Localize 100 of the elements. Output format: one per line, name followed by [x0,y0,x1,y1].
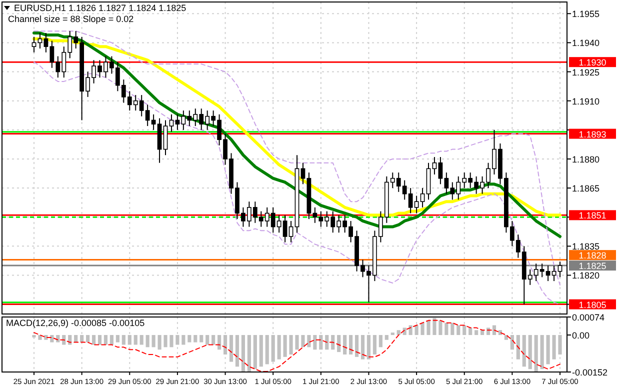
bar [444,322,448,336]
bar [301,335,305,348]
y-tick-label: 1.1910 [572,96,600,106]
bar [414,325,418,336]
bar [343,335,347,354]
y-tick-label: 1.1955 [572,9,600,20]
bar [307,335,311,348]
y-tick-label: 1.1865 [572,184,600,194]
y-tick-label: -0.00152 [572,368,608,378]
bar [98,335,102,345]
bar [241,335,245,372]
bar [265,335,269,364]
bar [438,320,442,336]
bar [116,335,120,342]
bar [188,335,192,342]
bar [235,335,240,367]
y-tick-label: 1.1940 [572,38,600,48]
candlestick [169,114,174,132]
bar [450,322,454,336]
bar [140,335,144,345]
candlestick [163,120,168,156]
bar [325,335,329,350]
bar [176,335,180,345]
bar [510,335,514,350]
bar [522,335,526,367]
ref-line-label: 1.1828 [578,250,606,261]
bar [313,335,317,350]
text: Channel size = 88 Slope = 0.02 [8,14,134,24]
bar [534,335,538,372]
bar [56,335,60,342]
bar [528,335,532,370]
bar [164,335,168,348]
bar [426,320,430,336]
candlestick [432,156,437,175]
bar [546,335,550,364]
bar [158,335,162,350]
bar [253,335,257,370]
bar [38,335,42,340]
bar [396,330,400,336]
line-series [34,30,560,286]
y-tick-label: 1.1820 [572,270,600,281]
bar [420,322,424,336]
bar [271,335,275,362]
line-series [34,62,560,305]
bar [152,335,156,348]
bar [552,335,556,360]
bar [462,325,466,336]
bar [498,330,502,336]
bar [194,335,198,342]
bar [86,335,90,342]
y-tick-label: 0.00 [572,330,590,341]
bar [456,325,460,336]
candlestick [38,32,42,50]
bar [50,335,54,342]
ref-line-label: 1.1893 [578,129,606,140]
bar [390,332,394,336]
bar [277,335,281,360]
bar [182,335,186,345]
candlestick [420,188,425,208]
bar [516,335,520,360]
bar [74,335,78,342]
bar [289,335,293,354]
bar [218,335,222,350]
bar [319,335,323,350]
chart-title: EURUSD,H1 1.1826 1.1827 1.1824 1.1825 [14,3,186,13]
bar [128,335,132,345]
bar [80,335,84,342]
bar [283,335,287,357]
candlestick [558,261,562,278]
bar [92,335,96,345]
bar [110,335,114,345]
candlestick [32,36,36,53]
bar [44,335,48,340]
candlestick [288,220,294,243]
ref-line-label: 1.1851 [578,210,606,221]
bar [432,318,436,336]
bar [170,335,174,348]
bar [295,335,299,350]
y-tick-label: 1.1925 [572,67,600,78]
bar [146,335,150,348]
candlestick [552,265,556,282]
bar [337,335,341,352]
bar [468,328,472,336]
bar [200,335,204,342]
bar [366,335,371,360]
bar [474,330,478,336]
bar [206,335,210,345]
bar [104,335,108,345]
chart-title: MACD(12,26,9) -0.00085 -0.00105 [6,318,145,328]
ref-line-label: 1.1825 [578,261,606,272]
bar [354,335,359,357]
y-tick-label: 1.1880 [572,154,600,164]
y-tick-label: 1.1835 [572,242,600,252]
bar [384,335,388,340]
bar [480,330,484,336]
bar [331,335,335,350]
ref-line-label: 1.1805 [578,300,606,310]
bar [349,335,353,354]
ref-line-label: 1.1930 [578,58,606,68]
bar [540,335,544,370]
